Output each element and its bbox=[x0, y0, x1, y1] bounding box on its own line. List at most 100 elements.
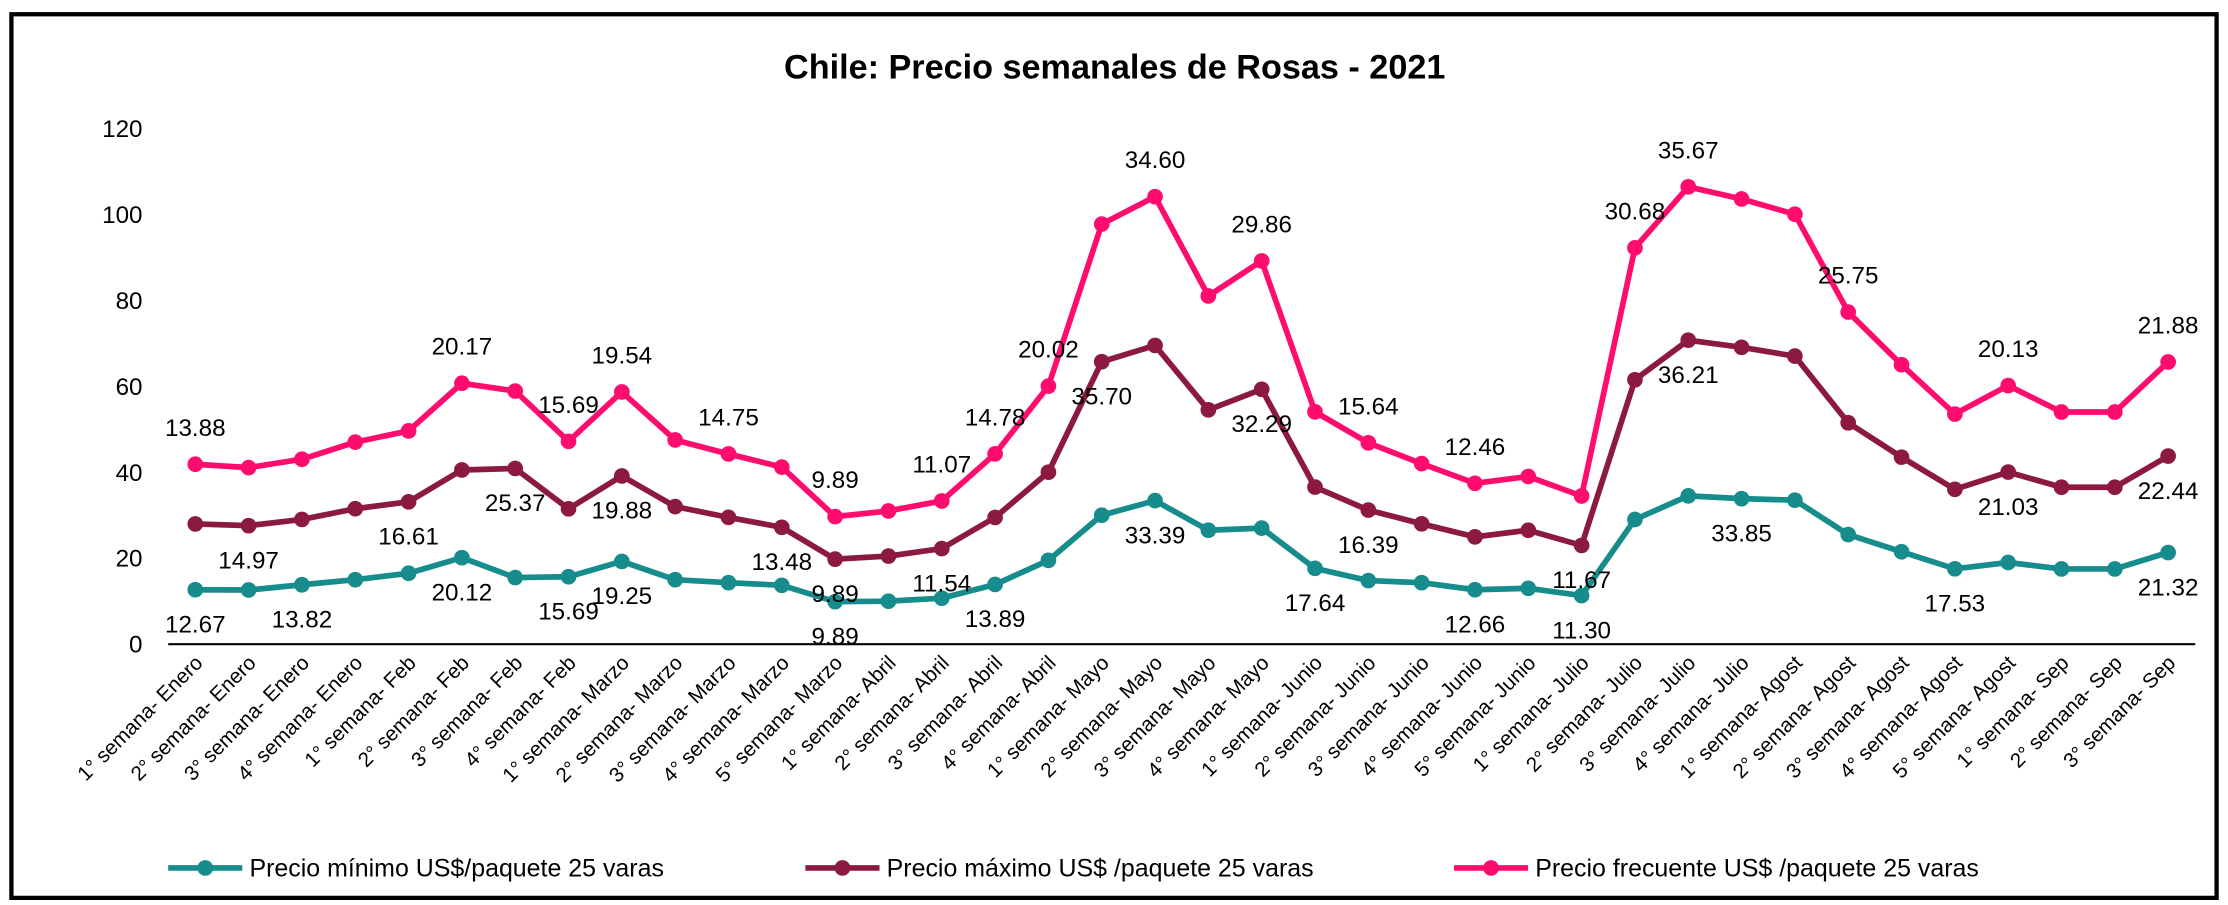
data-point bbox=[1467, 581, 1483, 598]
data-label: 13.82 bbox=[272, 607, 333, 634]
legend-marker bbox=[834, 860, 851, 876]
data-label: 20.12 bbox=[432, 579, 493, 606]
data-point bbox=[1787, 492, 1803, 508]
data-label: 33.85 bbox=[1711, 520, 1772, 547]
data-point bbox=[1253, 520, 1270, 536]
data-point bbox=[187, 516, 204, 532]
data-point bbox=[1680, 178, 1697, 195]
data-point bbox=[347, 434, 364, 450]
data-point bbox=[987, 446, 1003, 462]
data-point bbox=[933, 590, 950, 607]
data-point bbox=[1200, 288, 1217, 304]
legend-label: Precio mínimo US$/paquete 25 varas bbox=[249, 854, 663, 882]
data-point bbox=[1307, 560, 1323, 577]
data-point bbox=[1520, 468, 1537, 485]
data-point bbox=[720, 446, 737, 462]
data-point bbox=[1147, 492, 1163, 509]
legend-marker bbox=[197, 860, 214, 876]
data-label: 20.02 bbox=[1018, 337, 1079, 364]
data-label: 9.89 bbox=[812, 581, 859, 608]
data-point bbox=[1573, 488, 1590, 504]
data-label: 9.89 bbox=[812, 467, 859, 494]
data-point bbox=[1680, 488, 1697, 504]
data-point bbox=[507, 569, 524, 586]
data-point bbox=[987, 509, 1003, 526]
data-point bbox=[2160, 354, 2176, 370]
data-point bbox=[294, 511, 310, 528]
data-point bbox=[827, 593, 843, 610]
y-tick-label: 20 bbox=[116, 546, 143, 573]
data-point bbox=[1360, 435, 1377, 451]
data-point bbox=[1307, 404, 1323, 420]
data-label: 29.86 bbox=[1231, 211, 1292, 238]
data-point bbox=[347, 500, 364, 517]
data-label: 14.97 bbox=[218, 547, 279, 574]
data-point bbox=[1307, 479, 1323, 495]
data-point bbox=[2106, 404, 2123, 420]
legend-marker bbox=[1483, 860, 1499, 876]
data-label: 21.88 bbox=[2138, 312, 2199, 339]
data-label: 12.46 bbox=[1445, 434, 1506, 461]
data-point bbox=[2106, 479, 2123, 496]
data-point bbox=[2000, 554, 2017, 571]
data-point bbox=[240, 582, 257, 598]
y-tick-label: 80 bbox=[116, 288, 143, 315]
data-point bbox=[1360, 502, 1377, 518]
data-label: 14.75 bbox=[698, 404, 759, 431]
data-label: 36.21 bbox=[1658, 362, 1719, 389]
series-line bbox=[195, 183, 2171, 520]
data-point bbox=[1573, 537, 1590, 554]
data-label: 33.39 bbox=[1125, 522, 1186, 549]
data-point bbox=[1787, 348, 1803, 364]
data-label: 11.30 bbox=[1552, 617, 1611, 644]
data-point bbox=[560, 500, 577, 517]
data-point bbox=[614, 553, 630, 570]
data-point bbox=[507, 460, 524, 477]
data-label: 22.44 bbox=[2138, 478, 2199, 505]
data-point bbox=[1093, 507, 1110, 524]
data-point bbox=[1893, 449, 1910, 466]
data-point bbox=[2106, 561, 2123, 577]
data-label: 15.69 bbox=[538, 598, 599, 625]
data-label: 12.67 bbox=[165, 611, 226, 638]
y-tick-label: 120 bbox=[102, 116, 142, 143]
data-label: 34.60 bbox=[1125, 147, 1186, 174]
data-point bbox=[1733, 490, 1750, 507]
data-point bbox=[400, 423, 417, 439]
data-label: 9.89 bbox=[812, 623, 859, 650]
data-label: 11.67 bbox=[1552, 567, 1611, 594]
data-point bbox=[1787, 206, 1803, 223]
data-point bbox=[507, 383, 524, 399]
data-point bbox=[773, 459, 790, 475]
y-tick-label: 100 bbox=[102, 202, 142, 229]
data-point bbox=[1147, 337, 1163, 354]
data-point bbox=[2053, 404, 2070, 420]
data-label: 13.48 bbox=[752, 549, 813, 576]
data-point bbox=[1200, 402, 1217, 418]
data-point bbox=[667, 432, 684, 448]
data-point bbox=[400, 565, 417, 582]
data-point bbox=[1040, 552, 1057, 569]
data-point bbox=[1467, 475, 1483, 492]
data-point bbox=[614, 384, 630, 400]
y-tick-label: 0 bbox=[129, 632, 142, 659]
data-point bbox=[1467, 529, 1483, 545]
data-label: 16.61 bbox=[378, 524, 439, 551]
data-label: 35.67 bbox=[1658, 137, 1719, 164]
data-label: 11.54 bbox=[912, 570, 971, 597]
data-label: 14.78 bbox=[965, 404, 1026, 431]
chart-frame bbox=[9, 12, 2219, 901]
data-label: 21.32 bbox=[2138, 574, 2199, 601]
data-point bbox=[827, 551, 843, 567]
data-point bbox=[1413, 455, 1430, 472]
data-point bbox=[1840, 526, 1857, 543]
data-point bbox=[454, 375, 470, 392]
data-point bbox=[2160, 448, 2176, 464]
data-label: 35.70 bbox=[1071, 383, 1132, 410]
data-point bbox=[880, 503, 897, 519]
data-point bbox=[1840, 304, 1857, 320]
data-point bbox=[400, 493, 417, 510]
data-label: 19.88 bbox=[592, 498, 653, 525]
data-point bbox=[2053, 479, 2070, 496]
